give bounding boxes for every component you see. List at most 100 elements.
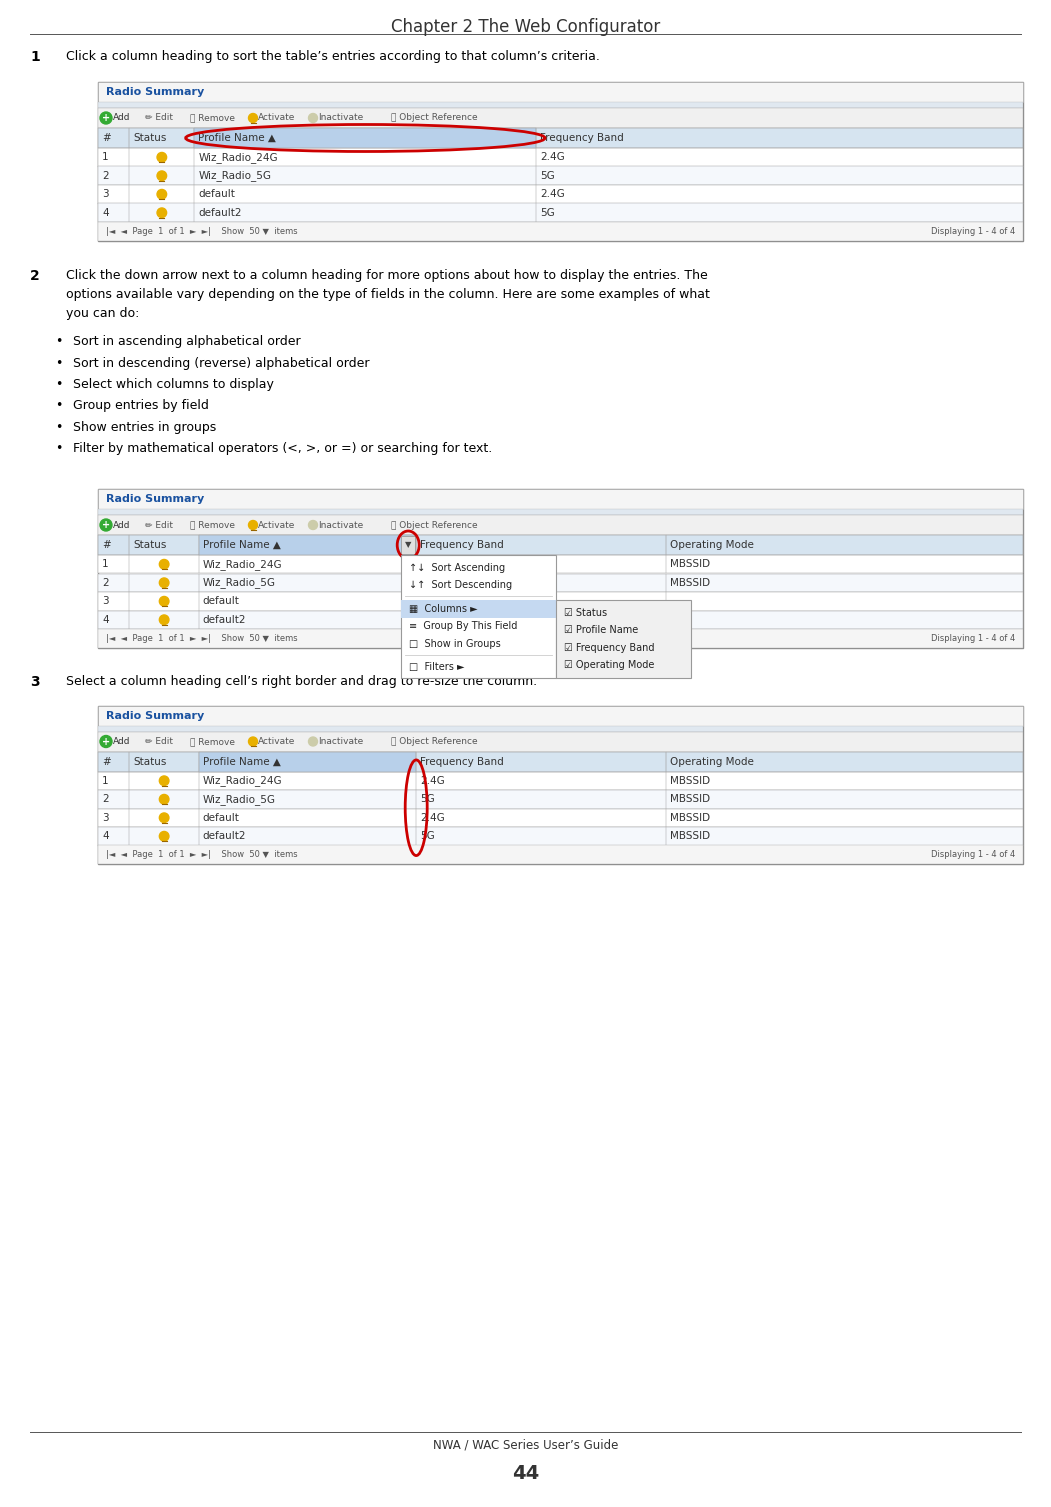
Bar	[98, 81, 1023, 241]
Bar	[666, 808, 1023, 827]
Text: 📋 Object Reference: 📋 Object Reference	[391, 113, 477, 122]
Text: Displaying 1 - 4 of 4: Displaying 1 - 4 of 4	[931, 634, 1015, 643]
Text: Status: Status	[133, 540, 167, 550]
Circle shape	[160, 597, 169, 606]
Bar	[98, 752, 129, 772]
Bar	[536, 185, 1023, 203]
Text: +: +	[102, 113, 110, 124]
Bar	[129, 535, 199, 555]
Text: Wiz_Radio_5G: Wiz_Radio_5G	[203, 577, 275, 588]
Circle shape	[100, 735, 112, 747]
Text: 5G: 5G	[420, 832, 435, 841]
Text: 3: 3	[102, 597, 108, 606]
Bar	[199, 535, 416, 555]
Circle shape	[248, 520, 257, 529]
Bar	[98, 574, 129, 592]
Text: 1: 1	[30, 50, 40, 63]
Bar	[98, 535, 129, 555]
Bar	[536, 128, 1023, 148]
Text: Click the down arrow next to a column heading for more options about how to disp: Click the down arrow next to a column he…	[66, 268, 707, 282]
Text: 2.4G: 2.4G	[540, 152, 565, 163]
Bar	[98, 808, 129, 827]
Text: 1: 1	[102, 152, 108, 163]
Text: MBSSID: MBSSID	[669, 812, 710, 823]
Bar	[129, 555, 199, 574]
Bar	[199, 808, 416, 827]
Circle shape	[309, 737, 317, 746]
Bar	[199, 752, 416, 772]
Text: Filter by mathematical operators (<, >, or =) or searching for text.: Filter by mathematical operators (<, >, …	[73, 443, 492, 455]
Bar	[666, 610, 1023, 628]
Text: 🗑 Remove: 🗑 Remove	[190, 113, 235, 122]
Bar	[199, 555, 416, 574]
Bar	[98, 610, 129, 628]
Text: ▦  Columns ►: ▦ Columns ►	[409, 604, 478, 613]
Text: 4: 4	[102, 208, 108, 217]
Text: Sort in ascending alphabetical order: Sort in ascending alphabetical order	[73, 335, 301, 348]
Text: Group entries by field: Group entries by field	[73, 399, 209, 413]
Bar	[199, 827, 416, 845]
Bar	[199, 592, 416, 610]
Bar	[194, 203, 536, 222]
Text: Add: Add	[114, 113, 130, 122]
Text: #: #	[102, 133, 110, 143]
Bar	[129, 128, 194, 148]
Bar	[98, 488, 1023, 648]
Text: Activate: Activate	[257, 113, 295, 122]
Circle shape	[157, 208, 167, 217]
Text: ≡  Group By This Field: ≡ Group By This Field	[409, 621, 517, 631]
Circle shape	[309, 113, 317, 122]
Text: options available vary depending on the type of fields in the column. Here are s: options available vary depending on the …	[66, 288, 709, 301]
Text: default: default	[203, 812, 240, 823]
Bar	[98, 628, 1023, 648]
Circle shape	[160, 794, 169, 805]
Text: 🗑 Remove: 🗑 Remove	[190, 520, 235, 529]
Text: +: +	[102, 737, 110, 746]
Bar	[98, 592, 1023, 610]
Text: ↓↑  Sort Descending: ↓↑ Sort Descending	[409, 580, 512, 591]
Circle shape	[160, 559, 169, 570]
Bar	[98, 148, 129, 166]
Bar	[536, 148, 1023, 166]
Text: Frequency Band: Frequency Band	[540, 133, 624, 143]
Bar	[666, 574, 1023, 592]
Text: ✏ Edit: ✏ Edit	[145, 520, 173, 529]
Bar	[129, 610, 199, 628]
Bar	[98, 752, 1023, 772]
Text: ▼: ▼	[405, 541, 411, 550]
Text: 1: 1	[102, 776, 108, 785]
Bar	[98, 705, 1023, 864]
Bar	[98, 203, 1023, 222]
Text: Displaying 1 - 4 of 4: Displaying 1 - 4 of 4	[931, 850, 1015, 859]
Bar	[98, 488, 1023, 509]
Bar	[98, 166, 1023, 185]
Text: Operating Mode: Operating Mode	[669, 540, 754, 550]
Circle shape	[157, 190, 167, 199]
Text: Wiz_Radio_24G: Wiz_Radio_24G	[199, 152, 277, 163]
Text: •: •	[55, 335, 62, 348]
Bar	[129, 827, 199, 845]
Bar	[194, 148, 536, 166]
Text: •: •	[55, 420, 62, 434]
Circle shape	[157, 152, 167, 163]
Text: Frequency Band: Frequency Band	[420, 757, 503, 767]
Text: #: #	[102, 540, 110, 550]
Text: Operating Mode: Operating Mode	[669, 757, 754, 767]
Bar	[666, 790, 1023, 808]
Circle shape	[248, 113, 257, 122]
Text: •: •	[55, 443, 62, 455]
Bar	[194, 128, 536, 148]
Bar	[98, 845, 1023, 864]
Text: Displaying 1 - 4 of 4: Displaying 1 - 4 of 4	[931, 226, 1015, 235]
Text: ☑ Operating Mode: ☑ Operating Mode	[564, 660, 655, 671]
Text: Inactivate: Inactivate	[318, 737, 364, 746]
Bar	[666, 535, 1023, 555]
Text: default2: default2	[199, 208, 242, 217]
Bar	[98, 148, 1023, 166]
Text: you can do:: you can do:	[66, 307, 140, 321]
Bar	[194, 166, 536, 185]
Text: 📋 Object Reference: 📋 Object Reference	[391, 520, 477, 529]
Circle shape	[157, 170, 167, 181]
Bar	[199, 535, 416, 555]
Bar	[98, 731, 1023, 752]
